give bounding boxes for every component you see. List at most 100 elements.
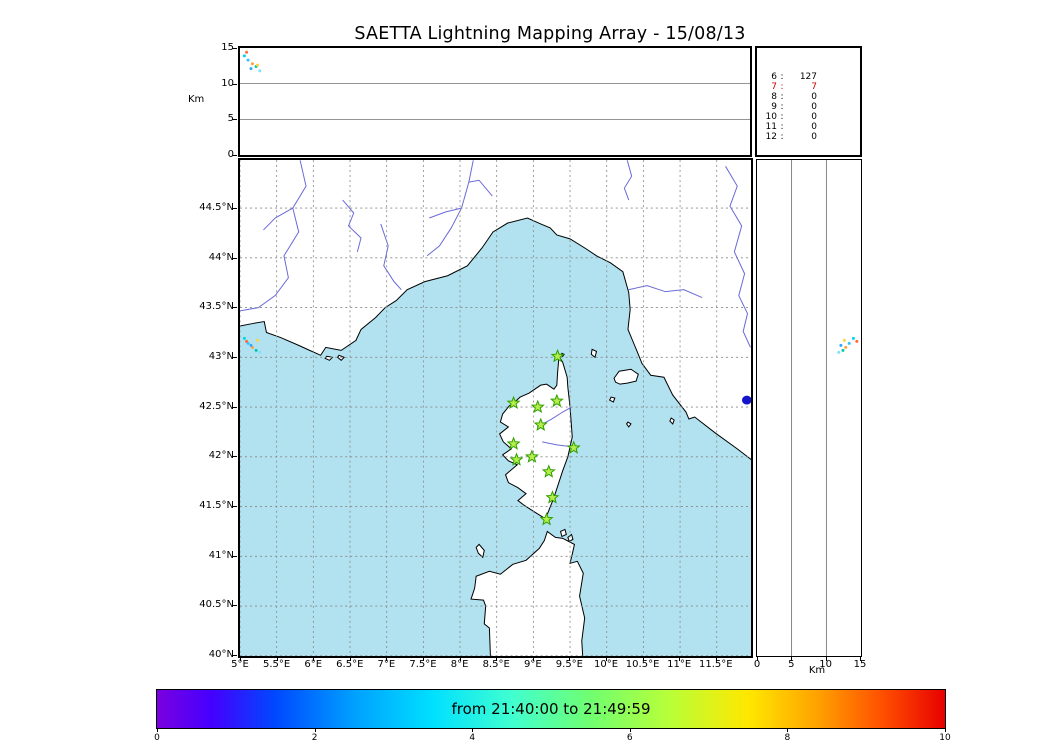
map-latitude-tick-label: 41°N	[208, 549, 234, 561]
land-elba	[612, 368, 639, 385]
station-count-row: 10: 0	[763, 112, 860, 122]
lma-station-star-marker	[549, 393, 564, 407]
tick-mark	[459, 656, 461, 661]
colorbar-tick-label: 10	[939, 733, 951, 743]
station-count-row: 11: 0	[763, 122, 860, 132]
tick-mark	[423, 656, 424, 661]
map-latitude-tick-label: 43°N	[208, 350, 234, 362]
geographic-map	[239, 159, 751, 656]
station-count-rows: 6:127 7:7 8:0 9:0 10:0 11:0 12:0	[763, 72, 860, 142]
stat-station: 11	[765, 122, 777, 132]
lma-station-star-marker	[524, 448, 539, 463]
tick-mark	[240, 656, 241, 661]
lightning-source-point	[843, 345, 847, 349]
tick-mark	[232, 48, 237, 49]
stat-colon: :	[780, 122, 784, 132]
stat-station: 10	[765, 112, 777, 122]
stat-colon: :	[780, 102, 784, 112]
altitude-vs-latitude-panel	[755, 158, 862, 657]
lightning-source-point	[254, 348, 258, 352]
lma-station-star-marker	[539, 511, 554, 525]
tick-mark	[276, 656, 278, 661]
lightning-source-point	[836, 350, 840, 354]
altitude-vs-longitude-plot	[240, 50, 750, 120]
altitude-tick-label: 15	[221, 42, 234, 53]
lma-station-star-marker	[541, 463, 556, 478]
lightning-source-point	[842, 338, 846, 342]
lake-marker	[741, 395, 751, 405]
lightning-source-point	[840, 348, 844, 352]
stat-count: 0	[811, 92, 817, 102]
altitude-tick-label: 5	[788, 659, 795, 670]
tick-mark	[232, 406, 237, 408]
river-line	[426, 159, 474, 256]
river-line	[428, 207, 462, 218]
colorbar-tick-label: 2	[311, 733, 318, 743]
lightning-source-point	[250, 62, 254, 66]
station-count-row: 9: 0	[763, 102, 860, 112]
land-mainland-europe	[239, 159, 751, 460]
altitude-tick-label: 5	[227, 113, 234, 125]
map-panel	[237, 157, 753, 658]
station-count-row: 7:7	[763, 82, 860, 92]
map-latitude-tick-label: 42°N	[208, 450, 234, 462]
stat-station: 7	[771, 82, 777, 92]
tick-mark	[232, 83, 237, 85]
map-longitude-tick-label: 8.5°E	[482, 659, 510, 670]
lightning-source-point	[245, 50, 249, 54]
lma-station-star-marker	[530, 399, 545, 413]
lightning-source-point	[257, 350, 261, 354]
lightning-source-point	[847, 341, 851, 345]
tick-mark	[679, 656, 681, 661]
tick-mark	[232, 505, 237, 507]
station-count-row: 6: 127	[763, 72, 860, 82]
river-line	[724, 165, 751, 348]
lightning-source-point	[258, 69, 262, 73]
tick-mark	[791, 656, 793, 661]
lightning-source-point	[242, 336, 246, 340]
river-line	[341, 199, 362, 252]
map-longitude-tick-label: 7.5°E	[409, 659, 437, 670]
tick-mark	[532, 656, 534, 661]
map-longitude-tick-label: 8°E	[450, 659, 469, 670]
time-colorbar: from 21:40:00 to 21:49:59	[156, 689, 946, 729]
lightning-source-point	[851, 336, 855, 340]
tick-mark	[232, 654, 237, 656]
altitude-tick-label: 0	[227, 149, 234, 160]
tick-mark	[642, 656, 644, 661]
lightning-source-point	[249, 67, 253, 71]
stat-colon: :	[780, 112, 784, 122]
river-line	[623, 159, 632, 200]
colorbar-tick-label: 4	[469, 733, 476, 743]
lma-station-star-marker	[566, 439, 581, 454]
tick-mark	[232, 555, 237, 557]
land-port-cros	[336, 354, 345, 361]
colorbar-tick-label: 6	[626, 733, 633, 743]
land-pianosa	[608, 395, 615, 403]
stat-count: 7	[811, 82, 817, 92]
map-longitude-tick-label: 9°E	[523, 659, 542, 670]
map-longitude-tick-label: 5°E	[231, 659, 249, 670]
stat-colon: :	[780, 92, 784, 102]
station-count-row: 12: 0	[763, 132, 860, 142]
lightning-source-point	[256, 63, 260, 67]
river-line	[262, 207, 293, 230]
tick-mark	[569, 656, 571, 661]
land-corsica	[498, 354, 573, 519]
map-longitude-tick-label: 6°E	[304, 659, 323, 670]
map-longitude-tick-label: 6.5°E	[336, 659, 364, 670]
stat-count: 0	[811, 132, 817, 142]
tick-mark	[232, 119, 237, 121]
river-line	[379, 223, 402, 290]
tick-mark	[860, 656, 861, 661]
altitude-tick-label: 15	[853, 659, 867, 670]
map-longitude-tick-label: 5.5°E	[262, 659, 291, 670]
colorbar-tick-label: 8	[784, 733, 791, 743]
lightning-source-point	[255, 338, 259, 342]
map-latitude-tick-label: 43.5°N	[199, 301, 234, 313]
stat-station: 6	[771, 72, 777, 82]
map-latitude-tick-label: 40°N	[208, 648, 234, 660]
tick-mark	[349, 656, 351, 661]
lightning-source-point	[248, 343, 253, 347]
